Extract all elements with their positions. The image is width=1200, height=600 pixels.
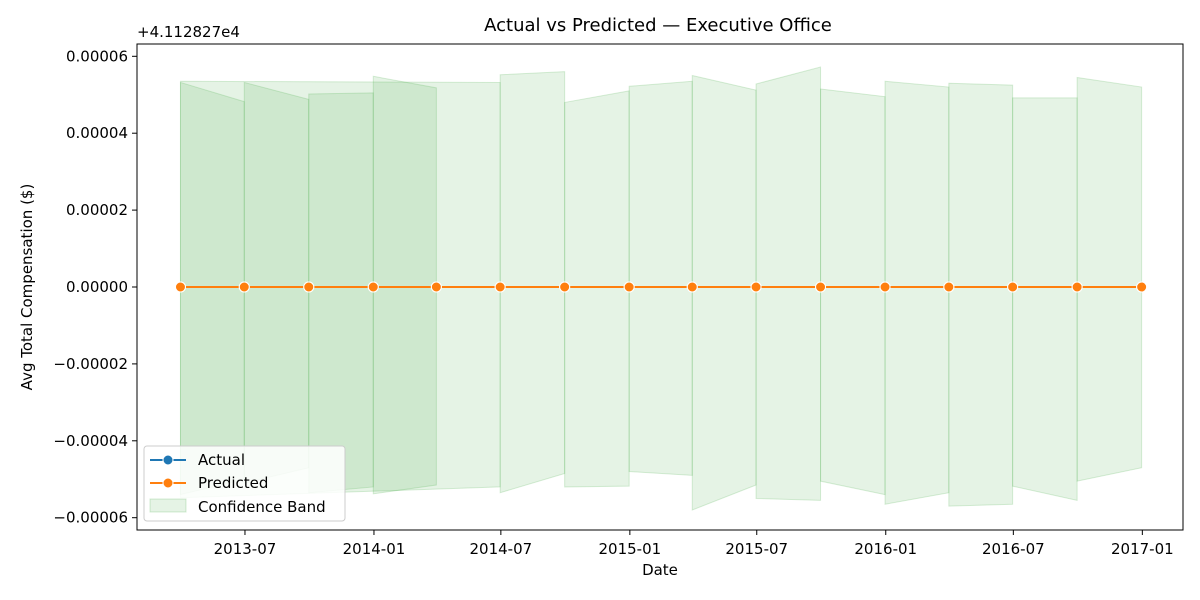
- point-predicted-14: [1071, 281, 1083, 293]
- x-tick-label-3: 2015-01: [599, 540, 662, 558]
- legend-band-label: Confidence Band: [198, 498, 326, 516]
- x-axis-label: Date: [642, 561, 678, 579]
- band-segment-9: [755, 66, 822, 501]
- legend-predicted-marker: [162, 477, 174, 489]
- band-segment-7: [628, 80, 693, 476]
- x-tick-label-7: 2017-01: [1111, 540, 1174, 558]
- x-tick-label-0: 2013-07: [214, 540, 277, 558]
- point-predicted-4: [430, 281, 442, 293]
- point-predicted-7: [623, 281, 635, 293]
- point-predicted-8: [686, 281, 698, 293]
- y-tick-label-6: 0.00006: [66, 47, 128, 65]
- y-tick-label-5: 0.00004: [66, 124, 128, 142]
- band-segment-2: [308, 92, 374, 494]
- legend-actual-label: Actual: [198, 451, 245, 469]
- band-segment-10: [820, 88, 886, 496]
- point-predicted-10: [815, 281, 827, 293]
- legend-actual-marker: [162, 454, 174, 466]
- point-predicted-6: [559, 281, 571, 293]
- confidence-band: [179, 66, 1143, 511]
- legend: Actual Predicted Confidence Band: [143, 445, 346, 522]
- y-axis: −0.00006 −0.00004 −0.00002 0.00000 0.00002 0.…: [53, 47, 137, 527]
- x-tick-label-2: 2014-07: [470, 540, 533, 558]
- band-segment-4: [179, 80, 501, 499]
- point-predicted-12: [943, 281, 955, 293]
- x-tick-label-4: 2015-07: [725, 540, 788, 558]
- y-axis-label: Avg Total Compensation ($): [18, 184, 36, 391]
- x-axis: 2013-07 2014-01 2014-07 2015-01 2015-07 2016-…: [214, 530, 1174, 558]
- x-tick-label-5: 2016-01: [854, 540, 917, 558]
- band-segment-12: [948, 82, 1014, 507]
- y-tick-label-3: 0.00000: [66, 278, 128, 296]
- x-tick-label-1: 2014-01: [343, 540, 406, 558]
- point-predicted-9: [750, 281, 762, 293]
- y-tick-label-4: 0.00002: [66, 201, 128, 219]
- point-predicted-1: [238, 281, 250, 293]
- y-tick-label-1: −0.00004: [53, 432, 128, 450]
- point-predicted-0: [174, 281, 186, 293]
- point-predicted-11: [879, 281, 891, 293]
- y-tick-label-2: −0.00002: [53, 355, 128, 373]
- band-segment-5: [499, 71, 566, 494]
- point-predicted-5: [494, 281, 506, 293]
- y-offset-label: +4.112827e4: [137, 23, 240, 41]
- x-tick-label-6: 2016-07: [982, 540, 1045, 558]
- point-predicted-3: [367, 281, 379, 293]
- point-predicted-15: [1136, 281, 1148, 293]
- point-predicted-2: [303, 281, 315, 293]
- band-segment-8: [691, 74, 757, 511]
- band-segment-14: [1076, 76, 1143, 482]
- band-segment-6: [564, 90, 630, 488]
- band-segment-13: [1012, 97, 1078, 502]
- band-segment-3: [372, 75, 437, 495]
- y-tick-label-0: −0.00006: [53, 509, 128, 527]
- series-layer: [174, 281, 1148, 293]
- chart-title: Actual vs Predicted — Executive Office: [484, 15, 832, 36]
- point-predicted-13: [1007, 281, 1019, 293]
- band-segment-11: [884, 80, 950, 505]
- legend-band-swatch: [149, 498, 187, 513]
- legend-predicted-label: Predicted: [198, 474, 268, 492]
- legend-box: [143, 445, 346, 522]
